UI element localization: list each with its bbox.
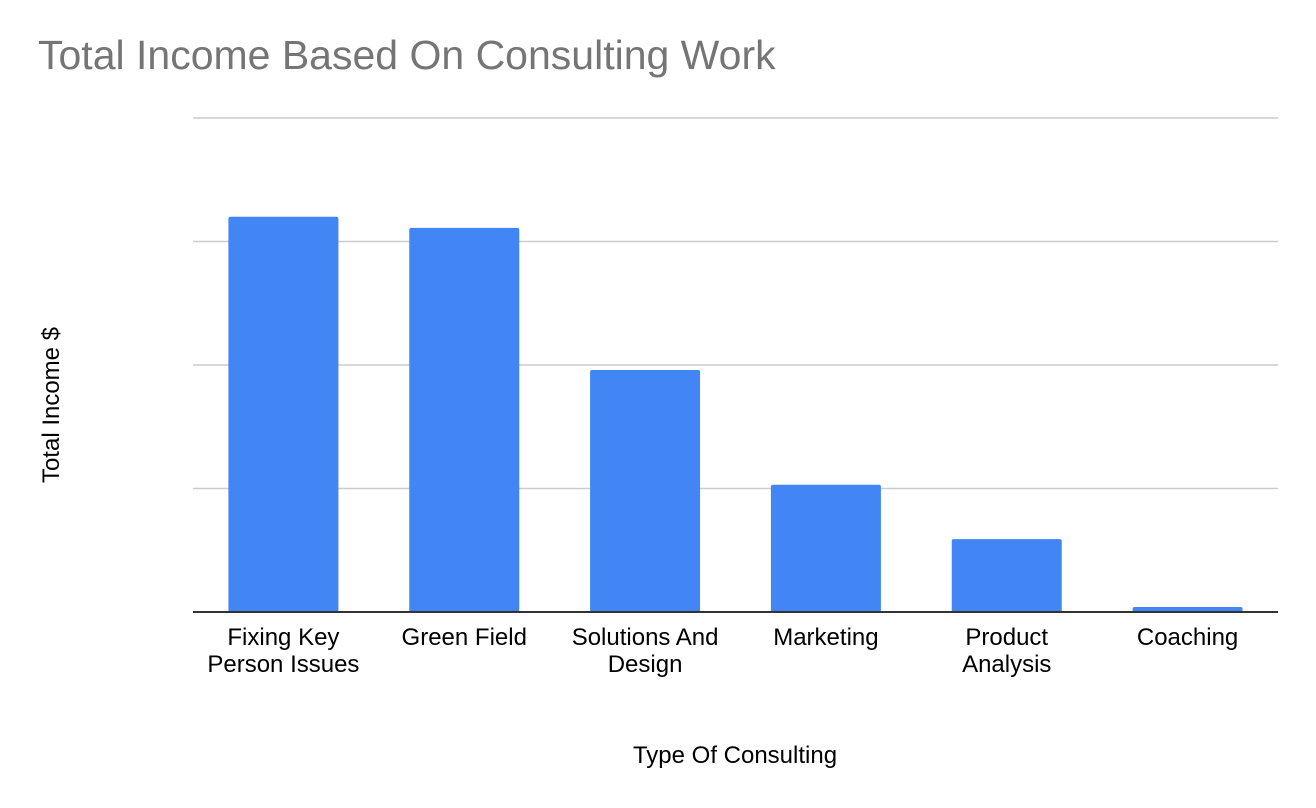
- x-tick-label: Fixing Key Person Issues: [207, 624, 360, 678]
- x-tick-label: Green Field: [401, 624, 527, 651]
- bar-5: [951, 539, 1062, 612]
- x-tick-label: Product Analysis: [962, 624, 1052, 678]
- bar-3: [590, 369, 701, 612]
- x-tick-label: Coaching: [1136, 624, 1239, 651]
- bar-6: [1132, 607, 1243, 612]
- x-axis-title: Type Of Consulting: [632, 742, 838, 769]
- bar-2: [409, 227, 520, 613]
- bar-1: [228, 216, 339, 613]
- chart-title: Total Income Based On Consulting Work: [38, 32, 776, 78]
- x-tick-label: Marketing: [773, 624, 879, 651]
- x-tick-label: Solutions And Design: [571, 624, 719, 678]
- bar-4: [770, 484, 881, 612]
